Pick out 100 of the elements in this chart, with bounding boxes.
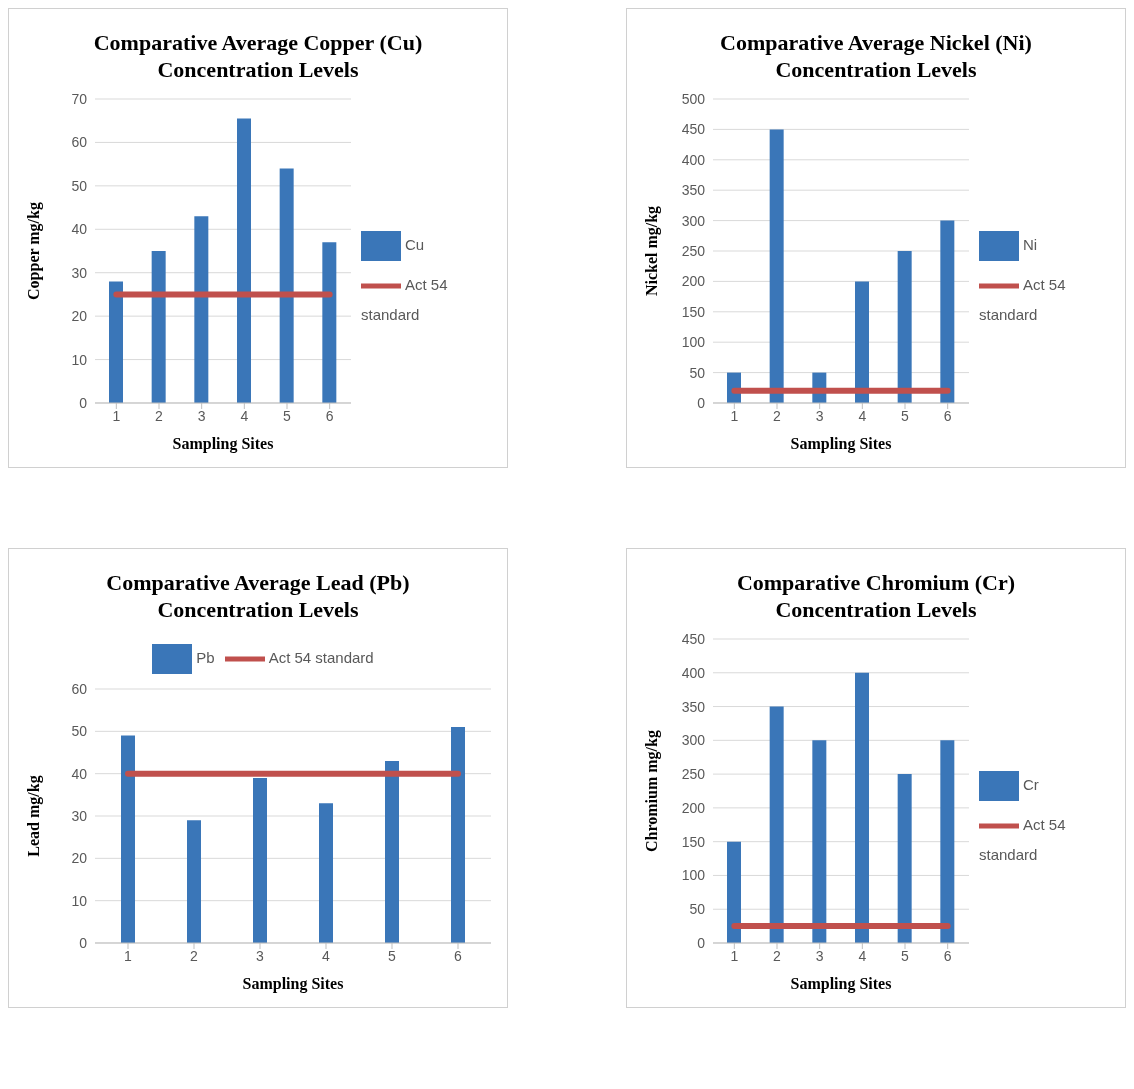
y-tick-label: 200 [681, 799, 706, 816]
y-tick-label: 10 [71, 351, 88, 368]
x-tick-label: 3 [256, 947, 265, 964]
x-tick-label: 6 [943, 407, 952, 424]
y-tick-label: 300 [681, 212, 706, 229]
bar [121, 735, 135, 943]
y-tick-label: 50 [689, 364, 706, 381]
y-tick-label: 450 [681, 121, 706, 138]
bar [769, 129, 784, 403]
y-axis-title: Chromium mg/kg [642, 730, 661, 852]
legend-label: Cu [405, 235, 425, 253]
y-tick-label: 30 [71, 264, 88, 281]
bar [322, 242, 337, 403]
y-tick-label: 400 [681, 664, 706, 681]
bar [940, 220, 955, 403]
y-tick-label: 60 [71, 680, 88, 697]
y-tick-label: 0 [79, 934, 88, 951]
x-axis-title: Sampling Sites [790, 975, 892, 993]
bar [812, 740, 827, 943]
y-tick-label: 300 [681, 732, 706, 749]
bar [855, 281, 869, 403]
chart-title: Comparative Average Nickel (Ni) Concentration Levels [719, 29, 1033, 83]
y-tick-label: 0 [697, 394, 706, 411]
x-tick-label: 2 [773, 407, 782, 424]
bar [897, 774, 912, 943]
y-tick-label: 400 [681, 151, 706, 168]
y-tick-label: 50 [71, 723, 88, 740]
y-tick-label: 150 [681, 303, 706, 320]
bar [279, 168, 294, 403]
y-tick-label: 40 [71, 765, 88, 782]
x-tick-label: 6 [454, 947, 463, 964]
legend-label: Act 54 standard [979, 815, 1066, 863]
legend-label: Cr [1023, 775, 1039, 793]
bar [187, 820, 201, 943]
y-tick-label: 10 [71, 892, 88, 909]
x-tick-label: 1 [124, 947, 133, 964]
y-tick-label: 350 [681, 698, 706, 715]
y-tick-label: 70 [71, 90, 88, 107]
y-tick-label: 50 [71, 177, 88, 194]
x-tick-label: 3 [815, 947, 824, 964]
bar [319, 803, 333, 943]
x-axis-title: Sampling Sites [242, 975, 344, 993]
x-tick-label: 5 [901, 407, 910, 424]
x-tick-label: 6 [943, 947, 952, 964]
legend-label: Pb [196, 648, 215, 666]
x-tick-label: 2 [155, 407, 164, 424]
legend-label: Ni [1023, 235, 1038, 253]
x-tick-label: 4 [858, 947, 867, 964]
y-axis-title: Nickel mg/kg [642, 205, 661, 297]
x-tick-label: 5 [283, 407, 292, 424]
bar [769, 706, 784, 943]
y-tick-label: 20 [71, 308, 88, 325]
y-tick-label: 20 [71, 850, 88, 867]
y-tick-label: 50 [689, 901, 706, 918]
y-tick-label: 0 [697, 934, 706, 951]
y-tick-label: 100 [681, 867, 706, 884]
y-tick-label: 150 [681, 833, 706, 850]
bar [151, 251, 166, 403]
x-tick-label: 5 [388, 947, 397, 964]
bar [385, 760, 399, 943]
y-tick-label: 250 [681, 242, 706, 259]
y-tick-label: 0 [79, 394, 88, 411]
y-tick-label: 60 [71, 134, 88, 151]
y-tick-label: 200 [681, 273, 706, 290]
x-tick-label: 5 [901, 947, 910, 964]
y-tick-label: 450 [681, 630, 706, 647]
x-axis-title: Sampling Sites [172, 435, 274, 453]
y-tick-label: 250 [681, 766, 706, 783]
bar [897, 251, 912, 403]
bar [855, 672, 869, 943]
bar [253, 777, 267, 943]
x-tick-label: 4 [858, 407, 867, 424]
x-tick-label: 1 [730, 947, 739, 964]
chart-title: Comparative Average Copper (Cu) Concentration Levels [93, 29, 423, 83]
x-tick-label: 6 [325, 407, 334, 424]
x-tick-label: 2 [773, 947, 782, 964]
bar [727, 841, 741, 943]
chart-title: Comparative Chromium (Cr) Concentration Levels [735, 569, 1017, 623]
y-axis-title: Copper mg/kg [24, 202, 43, 300]
chart-title: Comparative Average Lead (Pb) Concentration Levels [105, 569, 411, 623]
x-tick-label: 1 [112, 407, 121, 424]
bar [194, 216, 209, 403]
x-tick-label: 3 [815, 407, 824, 424]
y-axis-title: Lead mg/kg [24, 775, 43, 857]
x-tick-label: 2 [190, 947, 199, 964]
y-tick-label: 350 [681, 182, 706, 199]
x-axis-title: Sampling Sites [790, 435, 892, 453]
legend-label: Act 54 standard [268, 648, 374, 666]
y-tick-label: 100 [681, 334, 706, 351]
bar [451, 727, 465, 943]
y-tick-label: 500 [681, 90, 706, 107]
y-tick-label: 40 [71, 221, 88, 238]
bar [109, 281, 123, 403]
bar [237, 118, 251, 403]
bar [940, 740, 955, 943]
legend-label: Act 54 standard [361, 275, 448, 323]
x-tick-label: 3 [197, 407, 206, 424]
x-tick-label: 4 [240, 407, 249, 424]
x-tick-label: 1 [730, 407, 739, 424]
x-tick-label: 4 [322, 947, 331, 964]
